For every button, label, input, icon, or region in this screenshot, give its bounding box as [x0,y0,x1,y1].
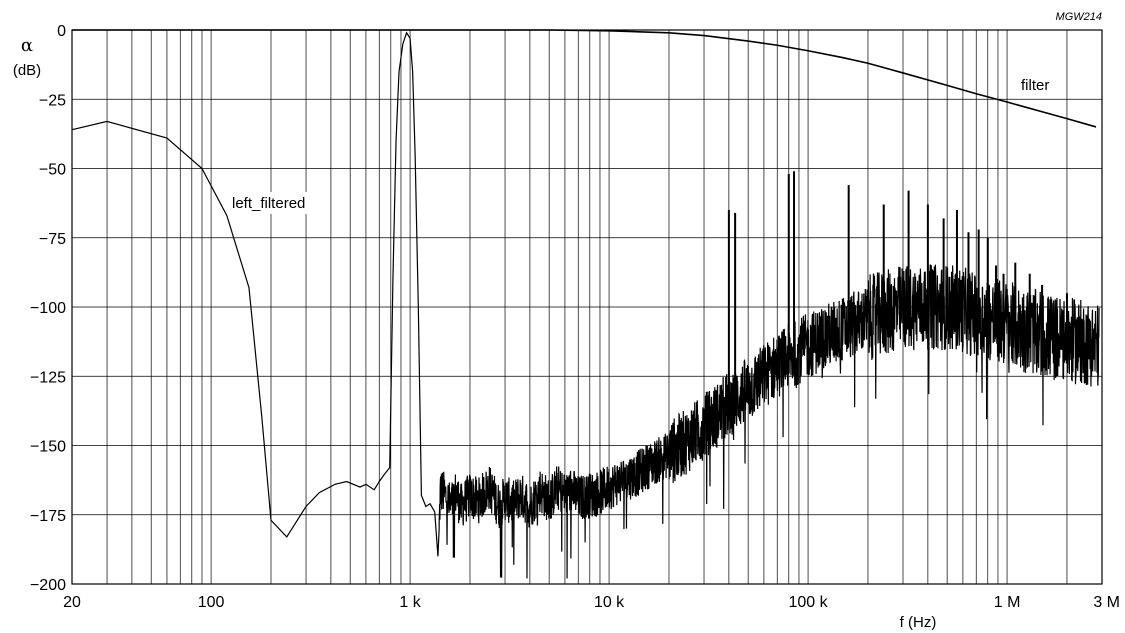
series-label-left-filtered-bg [229,192,330,214]
plot-frame [71,29,1103,585]
y-tick-label: −75 [39,231,66,248]
y-tick-label: −150 [30,439,66,456]
x-tick-label: 3 M [1093,594,1120,611]
y-tick-label: −125 [30,369,66,386]
series-label-left-filtered: left_filtered [232,195,305,212]
x-tick-label: 1 k [399,594,421,611]
series-line-left-filtered [71,31,1100,579]
x-tick-label: 10 k [594,594,625,611]
y-tick-label: −25 [39,92,66,109]
y-tick-label: 0 [57,23,66,40]
x-axis-label: f (Hz) [900,614,937,631]
y-tick-label: −200 [30,577,66,594]
y-axis-unit: (dB) [13,62,41,79]
y-tick-label: −175 [30,508,66,525]
x-tick-labels: 20 100 1 k 10 k 100 k 1 M 3 M [63,594,1120,611]
y-tick-labels: 0 −25 −50 −75 −100 −125 −150 −175 −200 [30,23,66,594]
y-tick-label: −100 [30,300,66,317]
x-tick-label: 20 [63,594,81,611]
series-line-filter [72,29,1097,128]
y-axis-symbol: α [21,35,33,56]
x-tick-label: 1 M [994,594,1021,611]
x-tick-label: 100 k [788,594,828,611]
x-tick-label: 100 [198,594,225,611]
series-layer [71,29,1100,579]
y-tick-label: −50 [39,162,66,179]
series-label-filter: filter [1021,77,1049,94]
figure-code: MGW214 [1056,11,1102,23]
